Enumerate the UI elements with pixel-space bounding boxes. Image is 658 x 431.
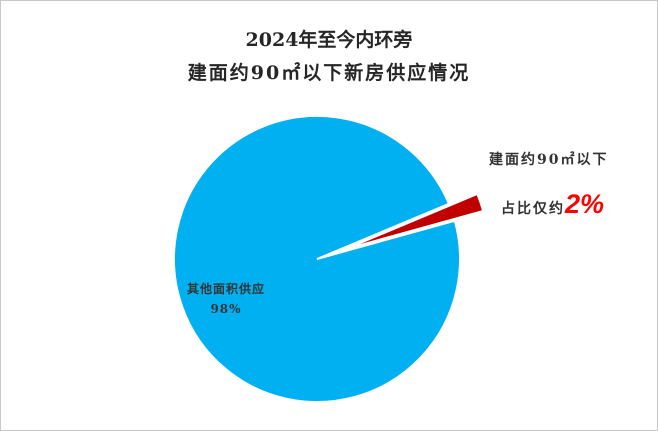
slice-label-major-percent: 98% — [210, 302, 242, 316]
chart-title-line1: 2024年至今内环旁 — [245, 29, 413, 51]
slice-label-major-name: 其他面积供应 — [187, 282, 266, 296]
slice-label-minor-prefix: 占比仅约 — [501, 201, 565, 217]
pie-slice-major — [173, 114, 461, 403]
pie-slice-minor — [344, 192, 485, 251]
slice-label-minor-percent: 2% — [565, 189, 605, 219]
chart-title-line2: 建面约90㎡以下新房供应情况 — [187, 62, 471, 84]
slice-label-major: 其他面积供应 98% — [187, 279, 265, 319]
slice-label-minor-share: 占比仅约2% — [501, 189, 604, 220]
slice-label-minor-name: 建面约90㎡以下 — [489, 152, 609, 168]
